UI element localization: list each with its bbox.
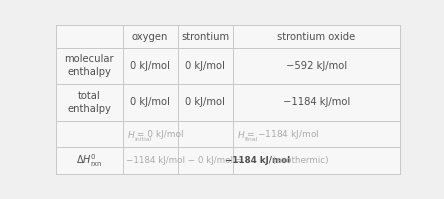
Bar	[123, 25, 178, 48]
Bar	[233, 147, 400, 174]
Text: −592 kJ/mol: −592 kJ/mol	[285, 61, 347, 71]
Text: $\it{H}$: $\it{H}$	[237, 129, 246, 140]
Text: oxygen: oxygen	[132, 31, 168, 42]
Text: total
enthalpy: total enthalpy	[67, 91, 111, 114]
Text: −1184 kJ/mol − 0 kJ/mol =: −1184 kJ/mol − 0 kJ/mol =	[126, 156, 246, 165]
Text: = $-$1184 kJ/mol: = $-$1184 kJ/mol	[244, 128, 320, 141]
Bar	[123, 147, 178, 174]
Text: (exothermic): (exothermic)	[270, 156, 329, 165]
Bar	[123, 84, 178, 121]
Bar	[56, 25, 123, 48]
Bar	[56, 48, 123, 84]
Text: −1184 kJ/mol: −1184 kJ/mol	[225, 156, 290, 165]
Text: strontium oxide: strontium oxide	[277, 31, 355, 42]
Bar	[233, 25, 400, 48]
Bar	[178, 48, 233, 84]
Text: strontium: strontium	[181, 31, 229, 42]
Text: $\Delta H^0_{\mathrm{rxn}}$: $\Delta H^0_{\mathrm{rxn}}$	[76, 152, 103, 169]
Text: 0 kJ/mol: 0 kJ/mol	[130, 61, 170, 71]
Bar	[123, 121, 178, 147]
Text: 0 kJ/mol: 0 kJ/mol	[185, 61, 225, 71]
Bar	[178, 84, 233, 121]
Bar	[233, 121, 400, 147]
Bar	[233, 84, 400, 121]
Bar	[56, 84, 123, 121]
Text: −1184 kJ/mol: −1184 kJ/mol	[282, 97, 350, 107]
Bar	[56, 121, 123, 147]
Bar	[233, 48, 400, 84]
Bar	[56, 147, 123, 174]
Text: initial: initial	[134, 137, 152, 142]
Bar	[178, 147, 233, 174]
Bar	[178, 121, 233, 147]
Text: 0 kJ/mol: 0 kJ/mol	[185, 97, 225, 107]
Text: $\it{H}$: $\it{H}$	[127, 129, 135, 140]
Text: final: final	[244, 137, 258, 142]
Text: molecular
enthalpy: molecular enthalpy	[64, 55, 114, 77]
Text: 0 kJ/mol: 0 kJ/mol	[130, 97, 170, 107]
Text: = 0 kJ/mol: = 0 kJ/mol	[134, 130, 184, 139]
Bar	[178, 25, 233, 48]
Bar	[123, 48, 178, 84]
